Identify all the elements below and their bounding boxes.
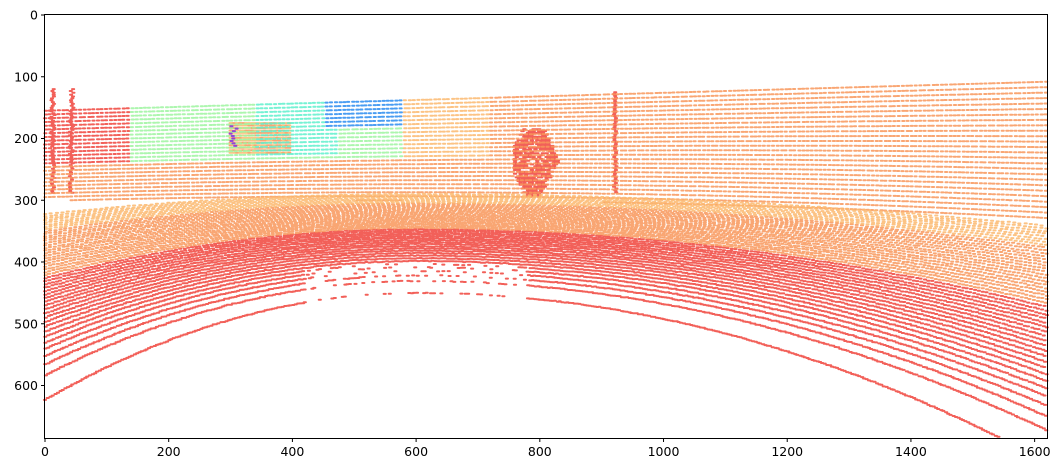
x-tick-label: 400: [280, 444, 304, 459]
y-axis-ticks: 0 100 200 300 400 500 600: [14, 8, 45, 393]
y-tick-label: 600: [14, 378, 38, 393]
y-tick-label: 200: [14, 131, 38, 146]
x-tick-label: 1600: [1019, 444, 1051, 459]
x-tick-label: 1000: [648, 444, 680, 459]
x-tick-label: 0: [41, 444, 49, 459]
x-tick-label: 1400: [895, 444, 927, 459]
x-tick-label: 800: [528, 444, 552, 459]
point-cloud-layer: [42, 80, 1050, 438]
x-tick-label: 600: [404, 444, 428, 459]
y-tick-label: 300: [14, 193, 38, 208]
point-series: [255, 101, 339, 156]
y-tick-label: 100: [14, 69, 38, 84]
x-axis-ticks: 0 200 400 600 800 1000 1200 1400 1600: [41, 438, 1051, 459]
point-series: [43, 96, 1049, 246]
point-series: [228, 125, 239, 147]
x-tick-label: 200: [157, 444, 181, 459]
point-series: [42, 80, 1049, 304]
y-tick-label: 400: [14, 255, 38, 270]
point-series: [129, 103, 404, 163]
point-series: [324, 99, 403, 127]
axes-frame: [44, 14, 1048, 439]
x-tick-label: 1200: [771, 444, 803, 459]
y-tick-label: 0: [30, 8, 38, 23]
y-tick-label: 500: [14, 316, 38, 331]
